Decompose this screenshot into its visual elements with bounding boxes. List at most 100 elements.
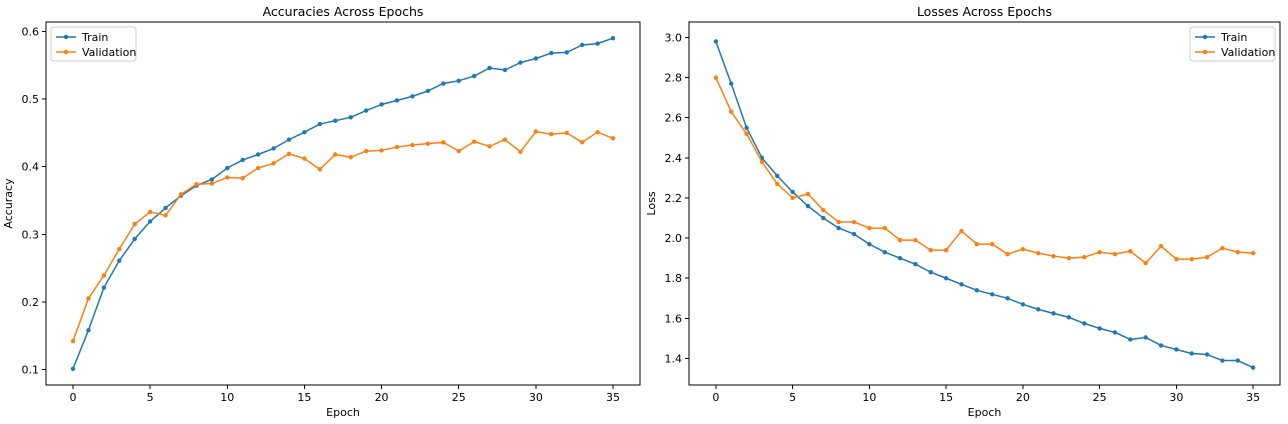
data-point bbox=[471, 73, 477, 79]
data-point bbox=[729, 109, 734, 114]
data-point bbox=[775, 181, 780, 187]
data-point bbox=[1158, 243, 1164, 249]
data-point bbox=[1250, 365, 1256, 370]
data-point bbox=[790, 189, 795, 195]
data-point bbox=[805, 191, 811, 197]
x-tick-label: 30 bbox=[1169, 391, 1183, 404]
data-point bbox=[518, 60, 523, 65]
data-point bbox=[1005, 296, 1010, 301]
y-tick-label: 0.2 bbox=[22, 296, 40, 309]
x-tick-label: 20 bbox=[1016, 391, 1030, 404]
data-point bbox=[897, 255, 903, 261]
x-tick-label: 10 bbox=[220, 391, 234, 404]
legend-marker bbox=[1202, 34, 1208, 40]
data-point bbox=[163, 205, 168, 211]
data-point bbox=[410, 142, 415, 148]
y-tick-label: 2.4 bbox=[665, 152, 683, 165]
data-point bbox=[729, 81, 734, 86]
data-point bbox=[579, 140, 585, 145]
data-point bbox=[425, 88, 431, 94]
data-point bbox=[271, 161, 276, 166]
data-point bbox=[1112, 330, 1118, 335]
x-tick-label: 20 bbox=[375, 391, 389, 404]
data-point bbox=[928, 270, 933, 275]
data-point bbox=[333, 152, 338, 157]
x-tick-label: 0 bbox=[70, 391, 77, 404]
data-point bbox=[959, 282, 964, 287]
data-point bbox=[1097, 249, 1102, 255]
y-tick-label: 2.6 bbox=[665, 112, 683, 125]
data-point bbox=[209, 177, 215, 182]
y-tick-label: 1.8 bbox=[665, 272, 683, 285]
data-point bbox=[132, 221, 137, 227]
data-point bbox=[101, 285, 107, 290]
data-point bbox=[255, 165, 261, 171]
x-tick-label: 15 bbox=[297, 391, 311, 404]
data-point bbox=[487, 65, 492, 71]
data-point bbox=[974, 288, 980, 293]
data-point bbox=[178, 192, 184, 197]
chart-title: Losses Across Epochs bbox=[917, 4, 1052, 19]
y-tick-label: 0.4 bbox=[22, 161, 40, 174]
y-tick-label: 3.0 bbox=[665, 31, 683, 44]
data-point bbox=[549, 50, 554, 56]
data-point bbox=[117, 258, 122, 263]
chart-accuracy: Accuracies Across Epochs 0 5 10 15 20 25 30 35 0.… bbox=[2, 4, 641, 419]
data-point bbox=[1174, 256, 1179, 262]
data-point bbox=[533, 129, 539, 134]
data-point bbox=[549, 132, 554, 137]
legend-marker bbox=[1202, 49, 1208, 55]
legend-label: Train bbox=[81, 31, 108, 44]
data-point bbox=[441, 140, 446, 145]
data-point bbox=[713, 39, 719, 44]
data-point bbox=[959, 228, 964, 234]
data-point bbox=[928, 247, 933, 253]
data-point bbox=[194, 182, 199, 187]
series-line bbox=[715, 77, 1254, 265]
data-point bbox=[1220, 358, 1225, 363]
data-point bbox=[595, 41, 600, 46]
x-tick-label: 35 bbox=[606, 391, 620, 404]
data-point bbox=[974, 241, 980, 247]
data-point bbox=[1066, 315, 1072, 320]
data-point bbox=[943, 276, 949, 281]
y-tick-label: 2.0 bbox=[665, 232, 683, 245]
data-point bbox=[333, 118, 338, 123]
data-point bbox=[836, 219, 841, 225]
data-point bbox=[851, 231, 857, 237]
data-point bbox=[471, 139, 477, 144]
y-tick-label: 0.1 bbox=[22, 363, 40, 376]
data-point bbox=[913, 262, 918, 267]
data-point bbox=[1250, 250, 1256, 256]
data-point bbox=[286, 151, 292, 157]
data-point bbox=[1036, 307, 1041, 312]
data-point bbox=[564, 130, 569, 136]
data-point bbox=[394, 144, 400, 150]
data-point bbox=[271, 146, 276, 151]
data-point bbox=[363, 108, 369, 113]
data-point bbox=[1204, 352, 1210, 357]
data-point bbox=[101, 273, 107, 278]
series-line bbox=[715, 41, 1254, 369]
data-point bbox=[286, 137, 292, 142]
x-tick-label: 5 bbox=[789, 391, 796, 404]
chart-loss: Losses Across Epochs 0 5 10 15 20 25 30 35 1.4 1.6… bbox=[645, 4, 1281, 419]
data-point bbox=[1204, 254, 1210, 260]
data-point bbox=[302, 129, 307, 135]
data-point bbox=[1128, 337, 1133, 342]
data-point bbox=[610, 136, 616, 141]
data-point bbox=[1112, 251, 1118, 257]
data-point bbox=[1143, 335, 1148, 340]
data-point bbox=[1066, 255, 1072, 261]
y-tick-label: 2.8 bbox=[665, 72, 683, 85]
series-train bbox=[713, 39, 1256, 370]
x-tick-label: 25 bbox=[452, 391, 466, 404]
data-point bbox=[348, 115, 353, 120]
data-point bbox=[502, 137, 508, 142]
data-point bbox=[943, 247, 949, 253]
legend-label: Validation bbox=[82, 46, 136, 59]
data-point bbox=[441, 81, 446, 86]
data-point bbox=[610, 36, 616, 41]
data-point bbox=[1036, 250, 1041, 256]
